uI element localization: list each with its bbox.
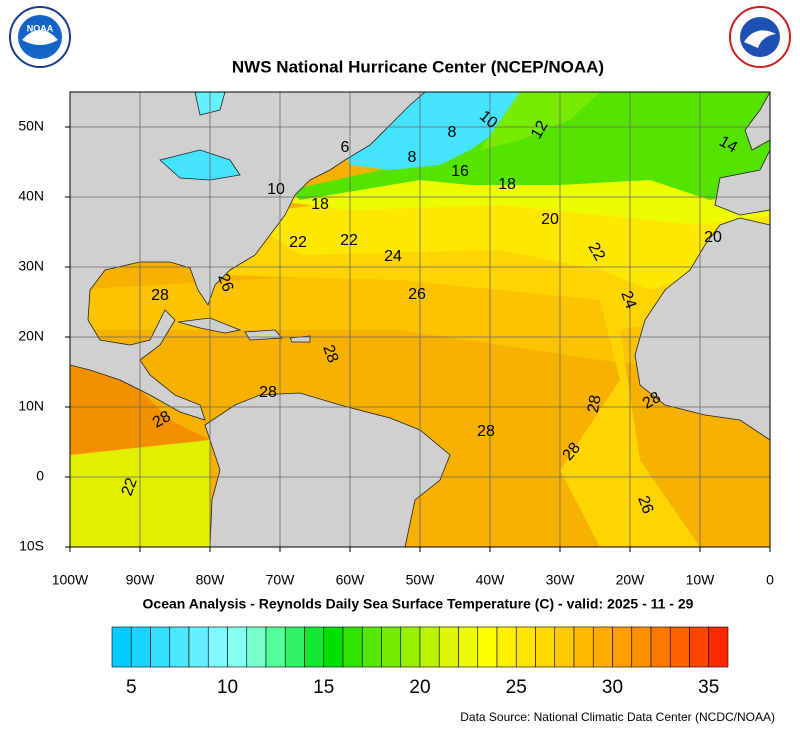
color-box (227, 626, 248, 668)
color-box (342, 626, 363, 668)
color-box (689, 626, 710, 668)
color-box (612, 626, 633, 668)
color-box (592, 626, 613, 668)
contour-label: 28 (585, 394, 605, 415)
color-box (284, 626, 305, 668)
color-box (650, 626, 671, 668)
color-box (304, 626, 325, 668)
contour-label: 24 (617, 289, 639, 312)
contour-label: 20 (704, 229, 722, 246)
color-box (458, 626, 479, 668)
lat-label: 30N (18, 258, 44, 274)
lat-label: 0 (36, 468, 44, 484)
color-box (708, 626, 729, 668)
contour-label: 22 (340, 232, 358, 249)
color-box (573, 626, 594, 668)
contour-label: 10 (267, 181, 285, 198)
colorbar-tick-label: 30 (602, 677, 623, 698)
color-box (169, 626, 190, 668)
color-box (535, 626, 556, 668)
contour-label: 16 (451, 163, 469, 180)
colorbar-tick-label: 15 (313, 677, 334, 698)
lon-label: 100W (52, 572, 89, 588)
lon-label: 20W (616, 572, 646, 588)
color-box (150, 626, 171, 668)
color-box (496, 626, 517, 668)
contour-label: 22 (119, 476, 141, 499)
contour-label: 28 (319, 343, 341, 366)
contour-label: 28 (259, 384, 277, 401)
lat-label: 10N (18, 398, 44, 414)
color-box (381, 626, 402, 668)
colorbar-tick-label: 35 (698, 677, 719, 698)
lat-label: 40N (18, 188, 44, 204)
color-box (438, 626, 459, 668)
contour-label: 8 (448, 124, 457, 141)
color-box (265, 626, 286, 668)
color-box (246, 626, 267, 668)
color-box (400, 626, 421, 668)
color-box (130, 626, 151, 668)
color-box (419, 626, 440, 668)
color-box (515, 626, 536, 668)
lat-label: 20N (18, 328, 44, 344)
contour-label: 22 (289, 234, 307, 251)
color-box (323, 626, 344, 668)
colorbar-tick-label: 25 (506, 677, 527, 698)
contour-label: 22 (584, 240, 608, 264)
contour-label: 26 (634, 494, 656, 517)
color-box (111, 626, 132, 668)
caption: Ocean Analysis - Reynolds Daily Sea Surf… (143, 596, 694, 612)
lon-label: 70W (266, 572, 296, 588)
lon-label: 80W (196, 572, 226, 588)
lat-label: 10S (19, 538, 44, 554)
color-box (554, 626, 575, 668)
contour-label: 6 (341, 139, 350, 156)
contour-label: 18 (311, 196, 329, 213)
color-box (631, 626, 652, 668)
lon-label: 60W (336, 572, 366, 588)
contour-label: 26 (408, 286, 426, 303)
contour-label: 20 (541, 211, 559, 228)
contour-label: 24 (384, 248, 402, 265)
nws-logo (729, 6, 791, 68)
contour-label: 28 (640, 389, 664, 413)
contour-label: 14 (716, 133, 740, 157)
lon-label: 30W (546, 572, 576, 588)
contour-label: 8 (408, 149, 417, 166)
lon-label: 50W (406, 572, 436, 588)
color-box (669, 626, 690, 668)
lon-label: 90W (126, 572, 156, 588)
noaa-logo: NOAA (9, 6, 71, 68)
contour-label: 12 (528, 118, 552, 142)
contour-label: 26 (214, 272, 236, 295)
colorbar-tick-label: 5 (126, 677, 137, 698)
color-box (361, 626, 382, 668)
lon-label: 10W (686, 572, 716, 588)
color-box (477, 626, 498, 668)
data-source: Data Source: National Climatic Data Cent… (460, 710, 775, 724)
color-box (188, 626, 209, 668)
contour-label: 28 (477, 423, 495, 440)
lat-label: 50N (18, 118, 44, 134)
svg-text:NOAA: NOAA (27, 23, 54, 33)
contour-label: 28 (150, 408, 174, 432)
contour-label: 28 (151, 287, 169, 304)
lon-label: 40W (476, 572, 506, 588)
title: NWS National Hurricane Center (NCEP/NOAA… (232, 57, 604, 76)
colorbar-tick-label: 20 (409, 677, 430, 698)
contour-label: 18 (498, 176, 516, 193)
color-box (207, 626, 228, 668)
lon-label: 0 (766, 572, 774, 588)
colorbar-tick-label: 10 (217, 677, 238, 698)
